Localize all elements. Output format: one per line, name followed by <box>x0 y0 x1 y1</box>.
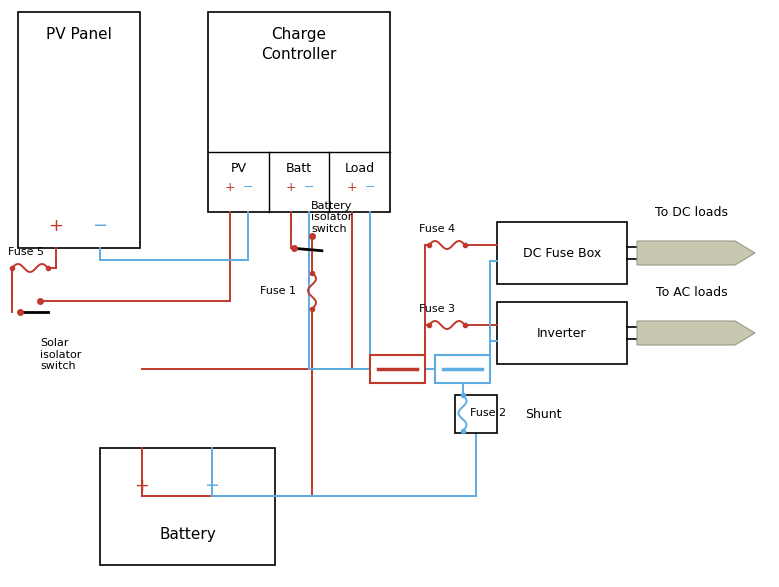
Bar <box>435 355 490 383</box>
Text: +: + <box>48 217 64 235</box>
FancyArrow shape <box>637 241 755 265</box>
Text: Batt: Batt <box>286 161 312 174</box>
Text: Charge: Charge <box>272 26 326 42</box>
Text: −: − <box>93 217 108 235</box>
Bar <box>370 355 425 383</box>
Text: +: + <box>225 180 235 194</box>
Text: Controller: Controller <box>261 46 337 62</box>
Text: +: + <box>135 477 150 495</box>
Text: To DC loads: To DC loads <box>655 205 728 218</box>
Bar <box>100 448 275 565</box>
Text: Fuse 3: Fuse 3 <box>419 304 455 314</box>
Text: To AC loads: To AC loads <box>656 285 728 299</box>
Text: Load: Load <box>344 161 375 174</box>
Text: −: − <box>243 180 254 194</box>
Text: Fuse 5: Fuse 5 <box>8 247 44 257</box>
Text: PV Panel: PV Panel <box>46 26 112 42</box>
Bar <box>455 395 497 433</box>
Text: −: − <box>365 180 375 194</box>
Text: −: − <box>204 477 220 495</box>
Text: Fuse 2: Fuse 2 <box>471 408 506 418</box>
Bar <box>18 12 140 248</box>
Text: Fuse 1: Fuse 1 <box>260 286 296 296</box>
Text: Shunt: Shunt <box>525 407 562 420</box>
Text: −: − <box>304 180 314 194</box>
Bar <box>208 12 390 212</box>
Text: +: + <box>286 180 296 194</box>
Text: PV: PV <box>231 161 246 174</box>
FancyArrow shape <box>637 321 755 345</box>
Text: +: + <box>347 180 357 194</box>
Text: Inverter: Inverter <box>538 326 587 339</box>
Text: Battery
isolator
switch: Battery isolator switch <box>311 201 352 234</box>
Text: DC Fuse Box: DC Fuse Box <box>523 247 601 259</box>
Text: Fuse 4: Fuse 4 <box>419 224 455 234</box>
Bar <box>497 302 627 364</box>
Text: Solar
isolator
switch: Solar isolator switch <box>40 338 81 371</box>
Text: Battery: Battery <box>159 528 216 542</box>
Bar <box>497 222 627 284</box>
